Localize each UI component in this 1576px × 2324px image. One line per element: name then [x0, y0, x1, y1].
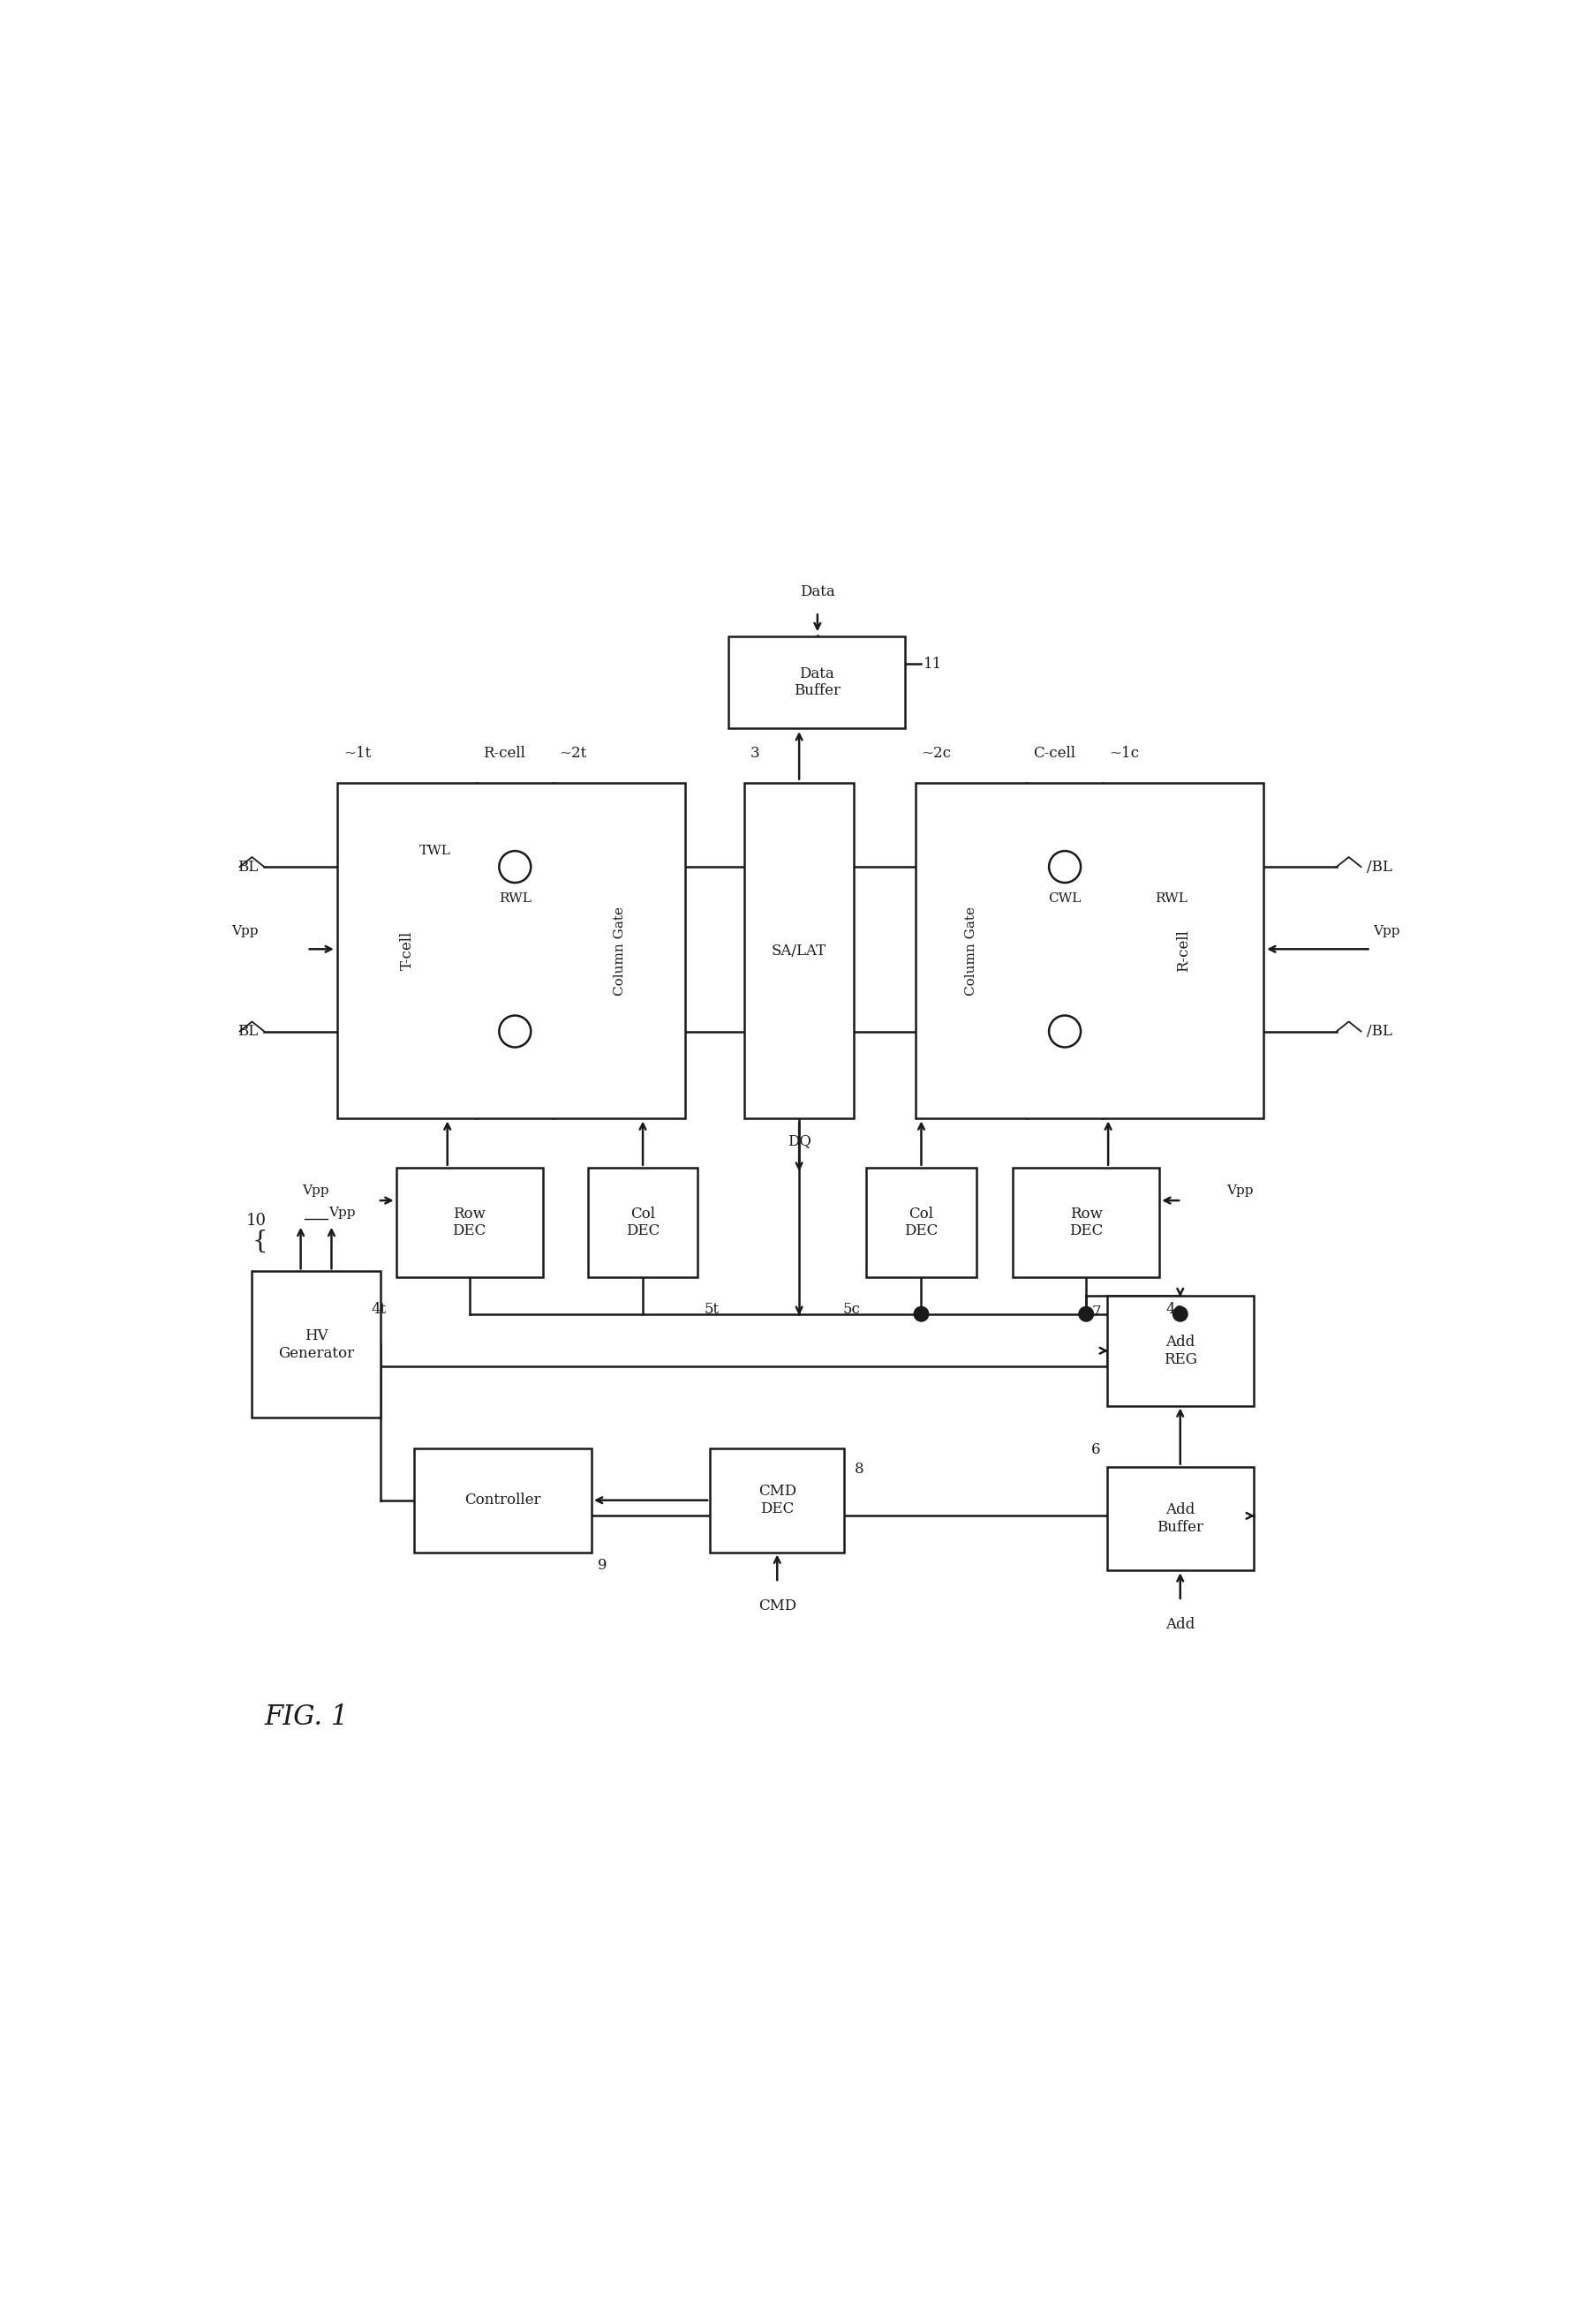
Bar — [709, 1448, 845, 1552]
Bar — [867, 1167, 976, 1278]
Text: Data: Data — [801, 586, 835, 600]
Text: Col
DEC: Col DEC — [905, 1206, 938, 1239]
Text: ~1c: ~1c — [1110, 746, 1139, 760]
Text: 10: 10 — [246, 1213, 266, 1229]
Text: TWL: TWL — [419, 844, 451, 858]
Text: FIG. 1: FIG. 1 — [265, 1703, 348, 1731]
Text: R-cell: R-cell — [482, 746, 525, 760]
Text: {: { — [252, 1229, 268, 1253]
Bar — [396, 1167, 542, 1278]
Bar — [337, 783, 686, 1118]
Text: BL: BL — [238, 860, 258, 874]
Text: ~1t: ~1t — [344, 746, 372, 760]
Text: Row
DEC: Row DEC — [1069, 1206, 1103, 1239]
Text: CWL: CWL — [1048, 892, 1081, 904]
Text: DQ: DQ — [788, 1134, 812, 1148]
Text: Controller: Controller — [465, 1492, 541, 1508]
Bar — [1106, 1297, 1253, 1406]
Text: 4t: 4t — [370, 1301, 386, 1318]
Text: HV
Generator: HV Generator — [277, 1329, 355, 1362]
Text: 5t: 5t — [704, 1301, 719, 1318]
Text: CMD: CMD — [758, 1599, 796, 1613]
Text: 6: 6 — [1092, 1441, 1102, 1457]
Text: RWL: RWL — [498, 892, 531, 904]
Text: Col
DEC: Col DEC — [626, 1206, 660, 1239]
Bar — [1013, 1167, 1160, 1278]
Text: /BL: /BL — [1366, 1025, 1393, 1039]
Text: /BL: /BL — [1366, 860, 1393, 874]
Text: 4c: 4c — [1166, 1301, 1184, 1318]
Text: Data
Buffer: Data Buffer — [793, 667, 840, 697]
Text: BL: BL — [238, 1025, 258, 1039]
Text: Add
REG: Add REG — [1163, 1334, 1196, 1367]
Text: ~2t: ~2t — [559, 746, 586, 760]
Text: 5c: 5c — [843, 1301, 860, 1318]
Text: 3: 3 — [750, 746, 760, 760]
Text: RWL: RWL — [1155, 892, 1187, 904]
Bar — [252, 1271, 380, 1418]
Bar — [744, 783, 854, 1118]
Bar — [728, 637, 905, 727]
Bar — [1106, 1466, 1253, 1571]
Bar — [588, 1167, 698, 1278]
Circle shape — [914, 1306, 928, 1322]
Text: Column Gate: Column Gate — [965, 906, 977, 995]
Text: Add
Buffer: Add Buffer — [1157, 1501, 1204, 1534]
Text: SA/LAT: SA/LAT — [772, 944, 826, 957]
Text: R-cell: R-cell — [1176, 930, 1191, 971]
Text: ~2c: ~2c — [922, 746, 952, 760]
Text: 11: 11 — [924, 655, 942, 672]
Text: Add: Add — [1166, 1618, 1195, 1631]
Text: 8: 8 — [854, 1462, 864, 1476]
Bar — [916, 783, 1264, 1118]
Text: Row
DEC: Row DEC — [452, 1206, 487, 1239]
Text: Vpp: Vpp — [303, 1185, 329, 1197]
Circle shape — [1173, 1306, 1188, 1322]
Text: CMD
DEC: CMD DEC — [758, 1485, 796, 1515]
Bar — [414, 1448, 591, 1552]
Text: T-cell: T-cell — [400, 932, 414, 971]
Text: Vpp: Vpp — [232, 925, 258, 937]
Text: Vpp: Vpp — [1226, 1185, 1253, 1197]
Circle shape — [1080, 1306, 1094, 1322]
Text: Vpp: Vpp — [328, 1206, 355, 1218]
Text: Column Gate: Column Gate — [613, 906, 626, 995]
Text: Vpp: Vpp — [1373, 925, 1399, 937]
Text: 9: 9 — [597, 1559, 607, 1573]
Text: 7: 7 — [1092, 1304, 1102, 1320]
Text: C-cell: C-cell — [1032, 746, 1075, 760]
